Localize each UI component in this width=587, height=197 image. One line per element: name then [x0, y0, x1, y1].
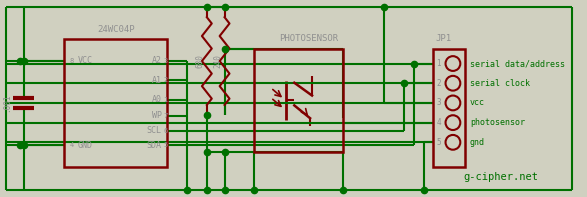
- Text: 8: 8: [70, 58, 74, 64]
- Text: serial data/address: serial data/address: [470, 59, 565, 68]
- Text: PHOTOSENSOR: PHOTOSENSOR: [279, 34, 338, 43]
- Bar: [254, 49, 343, 152]
- Text: A2: A2: [151, 56, 161, 65]
- Text: 5: 5: [436, 138, 441, 147]
- Text: 3: 3: [164, 58, 168, 64]
- Text: 4: 4: [70, 142, 74, 148]
- Text: 4: 4: [436, 118, 441, 127]
- Text: A0: A0: [151, 96, 161, 104]
- Text: photosensor: photosensor: [470, 118, 525, 127]
- Text: SDA: SDA: [147, 141, 161, 150]
- Text: WP: WP: [151, 111, 161, 120]
- Text: .001: .001: [2, 94, 11, 112]
- Text: 3: 3: [436, 98, 441, 107]
- Text: g-cipher.net: g-cipher.net: [463, 172, 538, 182]
- Text: 1: 1: [164, 97, 168, 103]
- Text: 5: 5: [164, 142, 168, 148]
- Text: gnd: gnd: [470, 138, 485, 147]
- Bar: [433, 49, 465, 167]
- Text: 24WC04P: 24WC04P: [97, 25, 134, 34]
- Text: VCC: VCC: [78, 56, 93, 65]
- Text: JP1: JP1: [436, 34, 451, 43]
- Text: vcc: vcc: [470, 98, 485, 107]
- Text: SCL: SCL: [147, 126, 161, 135]
- Text: 680: 680: [195, 54, 204, 68]
- Text: 2: 2: [164, 77, 168, 83]
- Text: 6: 6: [164, 127, 168, 134]
- Text: 7: 7: [164, 113, 168, 119]
- Text: 1: 1: [436, 59, 441, 68]
- Text: serial clock: serial clock: [470, 79, 530, 88]
- Text: GND: GND: [78, 141, 93, 150]
- Bar: [64, 39, 167, 167]
- Text: 240: 240: [213, 54, 222, 68]
- Text: 2: 2: [436, 79, 441, 88]
- Text: A1: A1: [151, 76, 161, 85]
